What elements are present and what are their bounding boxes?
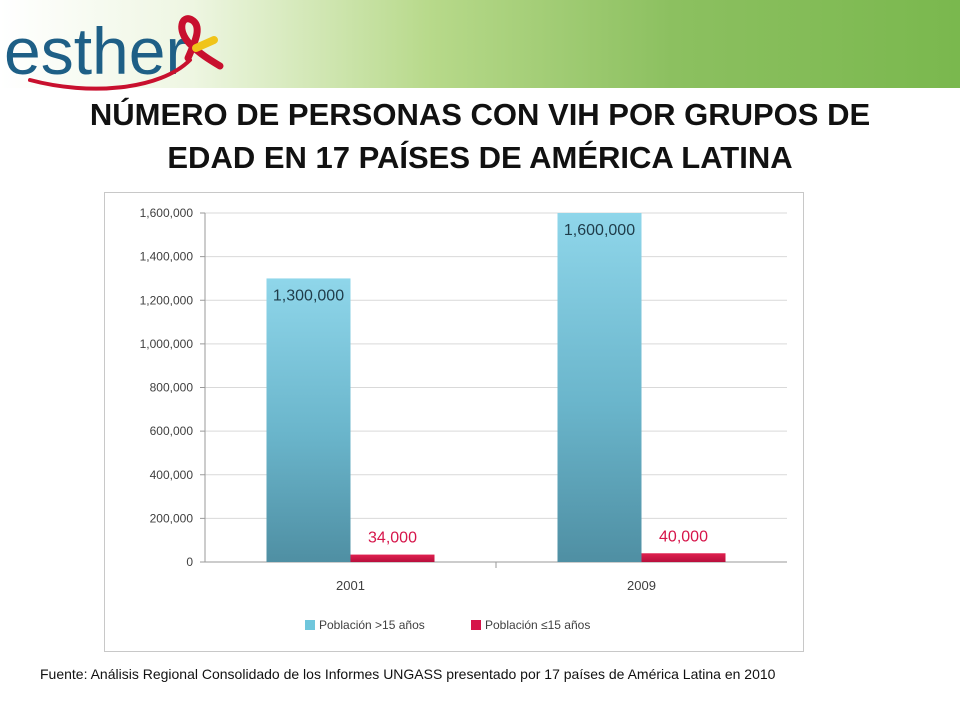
bar-adults-2009: [557, 213, 642, 562]
esther-logo: esther: [4, 14, 224, 91]
data-label: 40,000: [659, 528, 708, 545]
page-title: NÚMERO DE PERSONAS CON VIH POR GRUPOS DE…: [0, 93, 960, 179]
y-tick-label: 0: [186, 555, 193, 569]
x-tick-label: 2009: [627, 578, 656, 593]
bar-children-2009: [641, 553, 726, 562]
source-note: Fuente: Análisis Regional Consolidado de…: [40, 666, 776, 682]
bar-chart: 0 200,000 400,000 600,000 800,000 1,000,000 1,…: [140, 206, 787, 632]
x-tick-label: 2001: [336, 578, 365, 593]
ribbon-tail-icon: [28, 58, 192, 91]
bar-children-2001: [350, 554, 435, 562]
y-tick-label: 1,400,000: [140, 250, 194, 264]
legend-label: Población ≤15 años: [485, 618, 590, 632]
logo-text: esther: [4, 14, 187, 88]
y-tick-label: 1,000,000: [140, 337, 194, 351]
y-tick-label: 800,000: [150, 381, 194, 395]
data-label: 1,600,000: [564, 222, 635, 239]
ribbon-yellow-icon: [192, 36, 218, 52]
data-labels: 1,300,000 34,000 1,600,000 40,000: [273, 222, 708, 547]
legend-swatch: [471, 620, 481, 630]
data-label: 1,300,000: [273, 287, 344, 304]
y-tick-label: 400,000: [150, 468, 194, 482]
ribbon-red-icon: [178, 15, 224, 70]
y-tick-label: 200,000: [150, 511, 194, 525]
legend-label: Población >15 años: [319, 618, 425, 632]
title-line-1: NÚMERO DE PERSONAS CON VIH POR GRUPOS DE: [89, 97, 871, 132]
header-banner: [0, 0, 960, 88]
bar-adults-2001: [266, 278, 351, 562]
y-tick-label: 1,200,000: [140, 293, 194, 307]
y-tick-label: 600,000: [150, 424, 194, 438]
bars: [266, 213, 726, 562]
chart-legend: Población >15 años Población ≤15 años: [305, 618, 590, 632]
data-label: 34,000: [368, 530, 417, 547]
legend-swatch: [305, 620, 315, 630]
x-axis-ticks: 2001 2009: [336, 562, 656, 593]
title-line-2: EDAD EN 17 PAÍSES DE AMÉRICA LATINA: [167, 140, 793, 175]
chart-container: 0 200,000 400,000 600,000 800,000 1,000,000 1,…: [104, 192, 804, 652]
y-tick-label: 1,600,000: [140, 206, 194, 220]
